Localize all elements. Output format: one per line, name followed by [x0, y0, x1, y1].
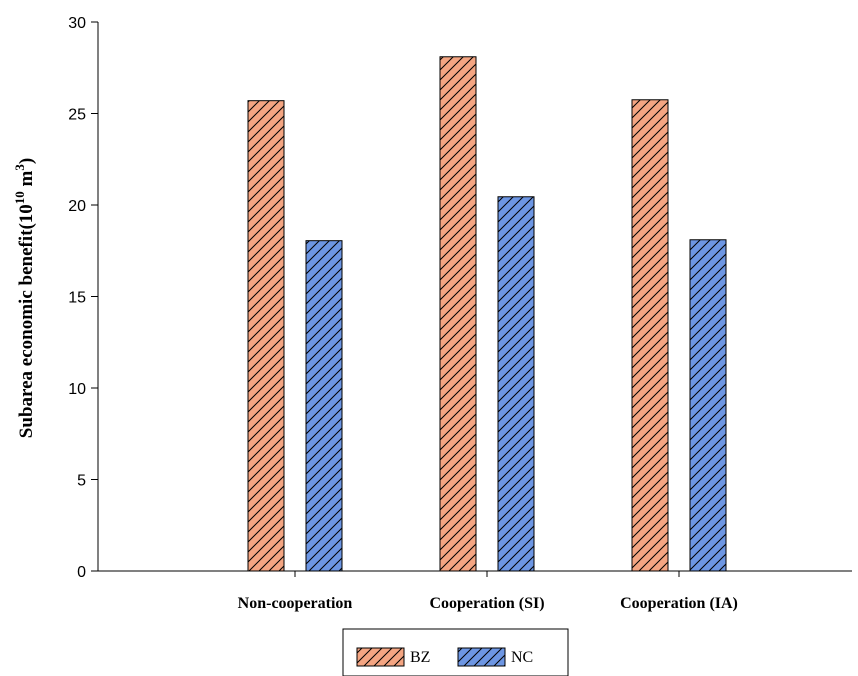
y-tick-label: 15 — [68, 290, 86, 307]
y-axis-label-main: Subarea economic benefit(10 — [16, 204, 37, 438]
y-tick-label: 5 — [77, 473, 86, 490]
x-tick-label: Cooperation (IA) — [620, 595, 738, 612]
legend-label-bz: BZ — [410, 649, 430, 666]
legend-label-nc: NC — [511, 649, 533, 666]
bar-nc — [306, 241, 342, 571]
legend-swatch-bz — [357, 648, 404, 666]
y-tick-label: 0 — [77, 564, 86, 581]
x-ticks: Non-cooperation Cooperation (SI) Cooperati… — [238, 571, 738, 612]
y-axis-label: Subarea economic benefit(1010 m3) — [12, 158, 37, 438]
bar-nc — [498, 197, 534, 571]
bar-bz — [248, 101, 284, 571]
y-ticks: 0 5 10 15 20 25 30 — [68, 15, 98, 581]
bar-bz — [632, 100, 668, 571]
y-axis-label-mid: m — [16, 170, 37, 191]
y-tick-label: 10 — [68, 381, 86, 398]
bars — [248, 57, 726, 571]
bar-nc — [690, 240, 726, 571]
x-tick-label: Non-cooperation — [238, 595, 353, 612]
y-axis-label-end: ) — [16, 158, 37, 164]
x-tick-label: Cooperation (SI) — [429, 595, 544, 612]
y-tick-label: 25 — [68, 107, 86, 124]
bar-bz — [440, 57, 476, 571]
legend: BZ NC — [343, 629, 568, 676]
legend-swatch-nc — [458, 648, 505, 666]
y-tick-label: 30 — [68, 15, 86, 32]
y-axis-label-sup1: 10 — [12, 191, 27, 204]
y-tick-label: 20 — [68, 198, 86, 215]
